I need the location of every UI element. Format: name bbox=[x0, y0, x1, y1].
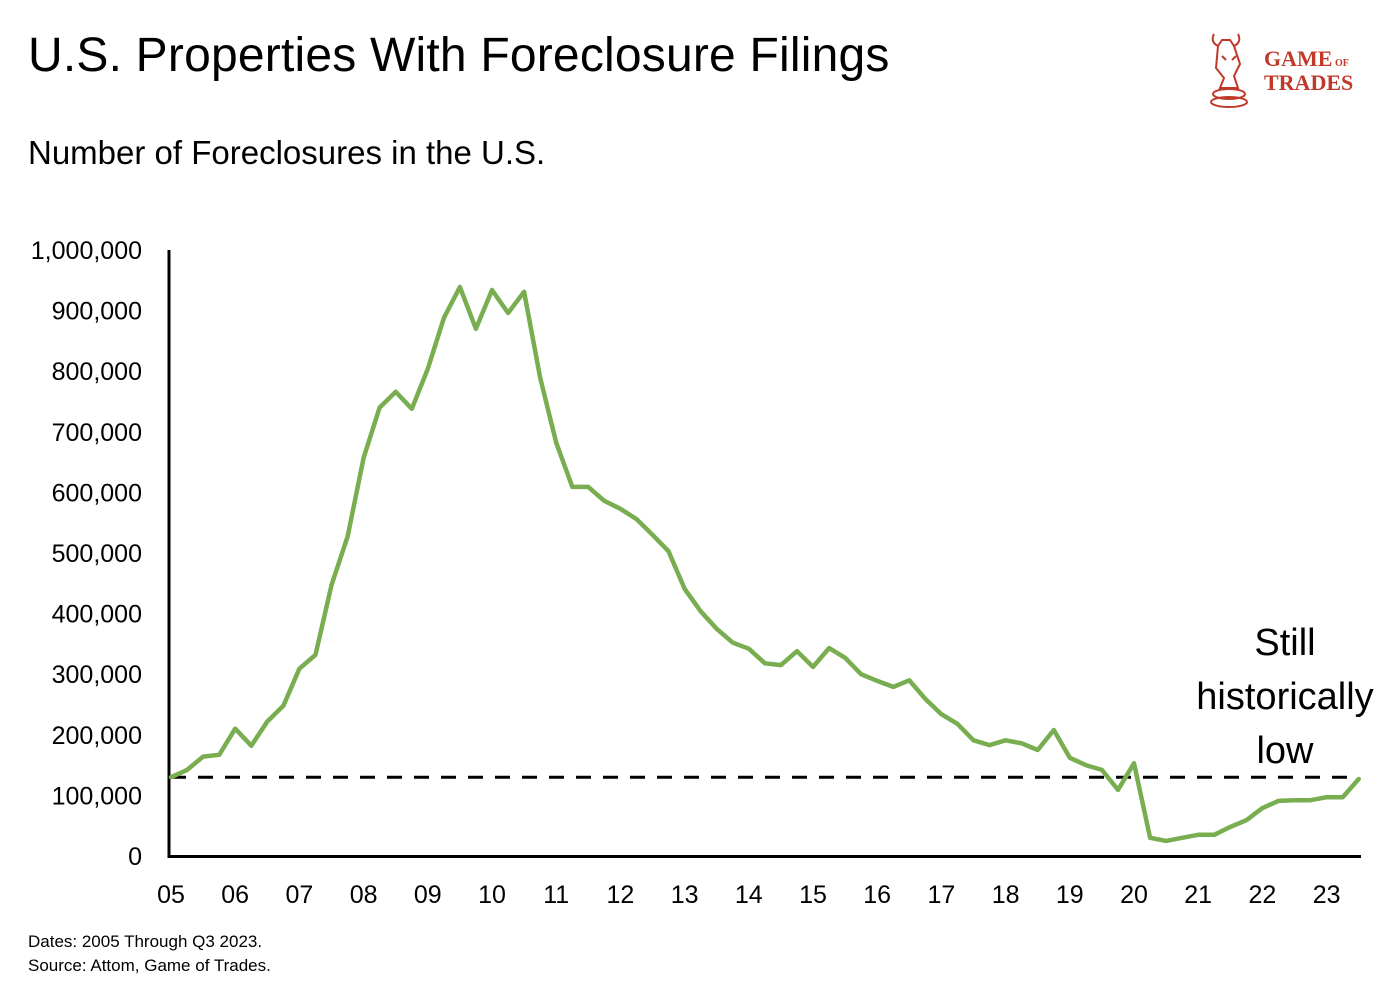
bull-knight-icon: GAME OF TRADES bbox=[1210, 33, 1353, 108]
x-tick-label: 13 bbox=[671, 881, 699, 909]
x-tick-label: 05 bbox=[157, 881, 185, 909]
footnote-source: Source: Attom, Game of Trades. bbox=[28, 956, 271, 975]
logo-text-of: OF bbox=[1335, 58, 1349, 69]
y-tick-label: 900,000 bbox=[52, 298, 142, 326]
y-tick-label: 600,000 bbox=[52, 479, 142, 507]
y-tick-label: 300,000 bbox=[52, 661, 142, 689]
x-tick-label: 08 bbox=[350, 881, 378, 909]
y-tick-label: 400,000 bbox=[52, 601, 142, 629]
data-points bbox=[170, 286, 1359, 841]
annotation-line: Still bbox=[1254, 622, 1316, 664]
x-tick-label: 14 bbox=[735, 881, 763, 909]
y-tick-label: 1,000,000 bbox=[31, 237, 142, 265]
x-tick-label: 21 bbox=[1184, 881, 1212, 909]
x-tick-label: 23 bbox=[1313, 881, 1341, 909]
chart-title: U.S. Properties With Foreclosure Filings bbox=[28, 29, 890, 82]
y-tick-label: 700,000 bbox=[52, 419, 142, 447]
annotation-still-historically-low: Still historically low bbox=[1180, 616, 1390, 778]
x-tick-label: 22 bbox=[1248, 881, 1276, 909]
annotation-line: low bbox=[1256, 730, 1314, 772]
y-axis-ticks: 0 100,000 200,000 300,000 400,000 500,000 600,… bbox=[31, 237, 142, 871]
x-tick-label: 09 bbox=[414, 881, 442, 909]
chart-subtitle: Number of Foreclosures in the U.S. bbox=[28, 134, 546, 171]
x-axis-ticks: 05 06 07 08 09 10 11 12 13 14 15 16 17 18 19 20 21 22 23 bbox=[157, 881, 1340, 909]
x-tick-label: 19 bbox=[1056, 881, 1084, 909]
y-tick-label: 0 bbox=[128, 843, 142, 871]
x-tick-label: 12 bbox=[606, 881, 634, 909]
y-tick-label: 200,000 bbox=[52, 722, 142, 750]
game-of-trades-logo: GAME OF TRADES bbox=[1204, 28, 1364, 114]
x-tick-label: 15 bbox=[799, 881, 827, 909]
x-tick-label: 10 bbox=[478, 881, 506, 909]
x-tick-label: 16 bbox=[863, 881, 891, 909]
logo-text-trades: TRADES bbox=[1264, 70, 1353, 95]
x-tick-label: 06 bbox=[221, 881, 249, 909]
y-tick-label: 800,000 bbox=[52, 358, 142, 386]
y-tick-label: 500,000 bbox=[52, 540, 142, 568]
x-tick-label: 20 bbox=[1120, 881, 1148, 909]
y-tick-label: 100,000 bbox=[52, 782, 142, 810]
logo-text-game: GAME bbox=[1264, 46, 1332, 71]
x-tick-label: 17 bbox=[927, 881, 955, 909]
x-tick-label: 18 bbox=[992, 881, 1020, 909]
x-tick-label: 07 bbox=[285, 881, 313, 909]
footnote-dates: Dates: 2005 Through Q3 2023. bbox=[28, 932, 263, 951]
annotation-line: historically bbox=[1196, 676, 1374, 718]
x-tick-label: 11 bbox=[543, 881, 569, 909]
